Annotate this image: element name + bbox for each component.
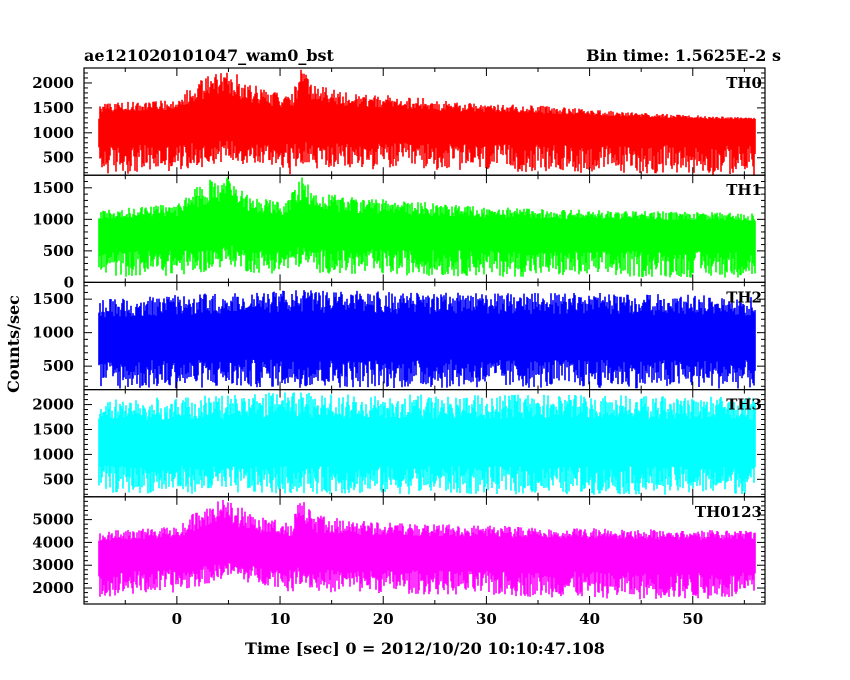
y-tick-label-th1: 1500 bbox=[32, 179, 74, 197]
data-layer bbox=[98, 69, 756, 600]
y-tick-label-th0: 1000 bbox=[32, 124, 74, 142]
y-tick-label-th0: 1500 bbox=[32, 99, 74, 117]
y-tick-label-th0123: 2000 bbox=[32, 579, 74, 597]
chart-title: ae121020101047_wam0_bst bbox=[84, 46, 335, 65]
series-th0123 bbox=[98, 500, 756, 600]
y-tick-label-th0123: 3000 bbox=[32, 556, 74, 574]
x-tick-label: 10 bbox=[270, 610, 291, 628]
y-tick-label-th2: 1500 bbox=[32, 290, 74, 308]
x-tick-label: 30 bbox=[476, 610, 497, 628]
y-tick-label-th3: 2000 bbox=[32, 396, 74, 414]
y-tick-label-th2: 500 bbox=[43, 357, 74, 375]
bin-time-label: Bin time: 1.5625E-2 s bbox=[586, 46, 781, 65]
y-tick-label-th3: 1000 bbox=[32, 445, 74, 463]
x-tick-label: 40 bbox=[579, 610, 600, 628]
panel-label-th2: TH2 bbox=[726, 288, 762, 306]
series-th0 bbox=[98, 69, 756, 175]
y-tick-label-th1: 0 bbox=[64, 273, 74, 291]
panel-frame-th0123 bbox=[83, 496, 766, 605]
series-th1 bbox=[98, 176, 756, 278]
y-tick-label-th3: 1500 bbox=[32, 420, 74, 438]
series-th3 bbox=[98, 392, 756, 495]
y-tick-label-th2: 1000 bbox=[32, 324, 74, 342]
y-tick-label-th0: 500 bbox=[43, 149, 74, 167]
panel-label-th1: TH1 bbox=[726, 181, 762, 199]
y-tick-label-th0123: 4000 bbox=[32, 533, 74, 551]
x-tick-label: 0 bbox=[172, 610, 182, 628]
series-th2 bbox=[98, 290, 756, 389]
x-tick-label: 50 bbox=[682, 610, 703, 628]
y-tick-label-th1: 500 bbox=[43, 242, 74, 260]
y-axis-label: Counts/sec bbox=[4, 295, 23, 393]
panel-label-th3: TH3 bbox=[726, 396, 762, 414]
x-axis-label: Time [sec] 0 = 2012/10/20 10:10:47.108 bbox=[245, 639, 605, 658]
y-tick-label-th3: 500 bbox=[43, 470, 74, 488]
x-tick-label: 20 bbox=[373, 610, 394, 628]
y-tick-label-th0123: 5000 bbox=[32, 511, 74, 529]
y-tick-label-th1: 1000 bbox=[32, 210, 74, 228]
panel-label-th0123: TH0123 bbox=[695, 503, 762, 521]
panel-label-th0: TH0 bbox=[726, 74, 762, 92]
y-tick-label-th0: 2000 bbox=[32, 74, 74, 92]
